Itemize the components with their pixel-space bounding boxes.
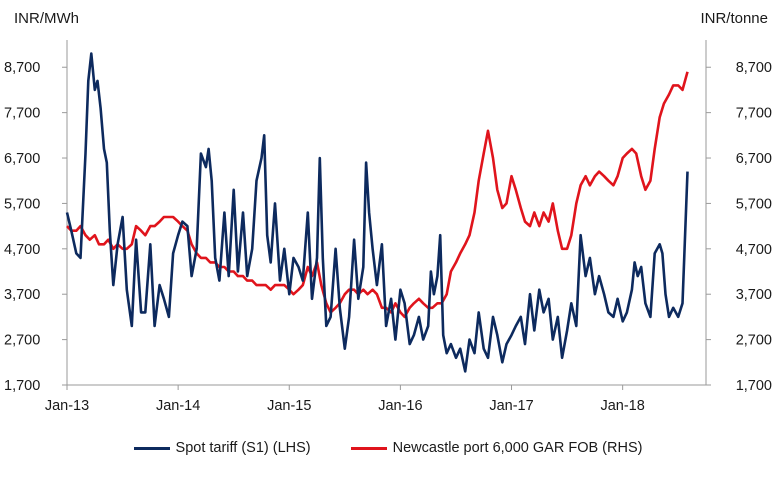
y-tick-label-right: 2,700 — [736, 333, 772, 349]
y-tick-label-right: 8,700 — [736, 60, 772, 76]
x-tick-label: Jan-18 — [600, 398, 644, 414]
left-axis-unit: INR/MWh — [14, 10, 79, 27]
x-tick-label: Jan-16 — [378, 398, 422, 414]
legend-item-spot-tariff: Spot tariff (S1) (LHS) — [133, 440, 311, 456]
x-tick-label: Jan-17 — [489, 398, 533, 414]
x-tick-label: Jan-15 — [267, 398, 311, 414]
chart-legend: Spot tariff (S1) (LHS) Newcastle port 6,… — [0, 440, 776, 456]
y-tick-label-left: 6,700 — [4, 151, 40, 167]
y-tick-label-right: 7,700 — [736, 106, 772, 122]
y-tick-label-right: 3,700 — [736, 287, 772, 303]
y-tick-label-left: 8,700 — [4, 60, 40, 76]
y-tick-label-right: 5,700 — [736, 196, 772, 212]
y-tick-label-left: 1,700 — [4, 378, 40, 394]
legend-item-newcastle: Newcastle port 6,000 GAR FOB (RHS) — [350, 440, 643, 456]
x-tick-label: Jan-13 — [45, 398, 89, 414]
x-tick-label: Jan-14 — [156, 398, 200, 414]
legend-swatch-newcastle — [350, 446, 387, 450]
legend-label-newcastle: Newcastle port 6,000 GAR FOB (RHS) — [392, 440, 643, 456]
y-tick-label-left: 5,700 — [4, 196, 40, 212]
legend-swatch-spot-tariff — [133, 446, 170, 450]
y-tick-label-left: 7,700 — [4, 106, 40, 122]
series-line-spot-tariff — [65, 52, 689, 373]
y-tick-label-left: 4,700 — [4, 242, 40, 258]
y-tick-label-left: 3,700 — [4, 287, 40, 303]
series-line-newcastle — [66, 71, 689, 319]
y-tick-label-right: 6,700 — [736, 151, 772, 167]
y-tick-label-right: 4,700 — [736, 242, 772, 258]
right-axis-unit: INR/tonne — [700, 10, 768, 27]
y-tick-label-right: 1,700 — [736, 378, 772, 394]
y-tick-label-left: 2,700 — [4, 333, 40, 349]
legend-label-spot-tariff: Spot tariff (S1) (LHS) — [175, 440, 311, 456]
